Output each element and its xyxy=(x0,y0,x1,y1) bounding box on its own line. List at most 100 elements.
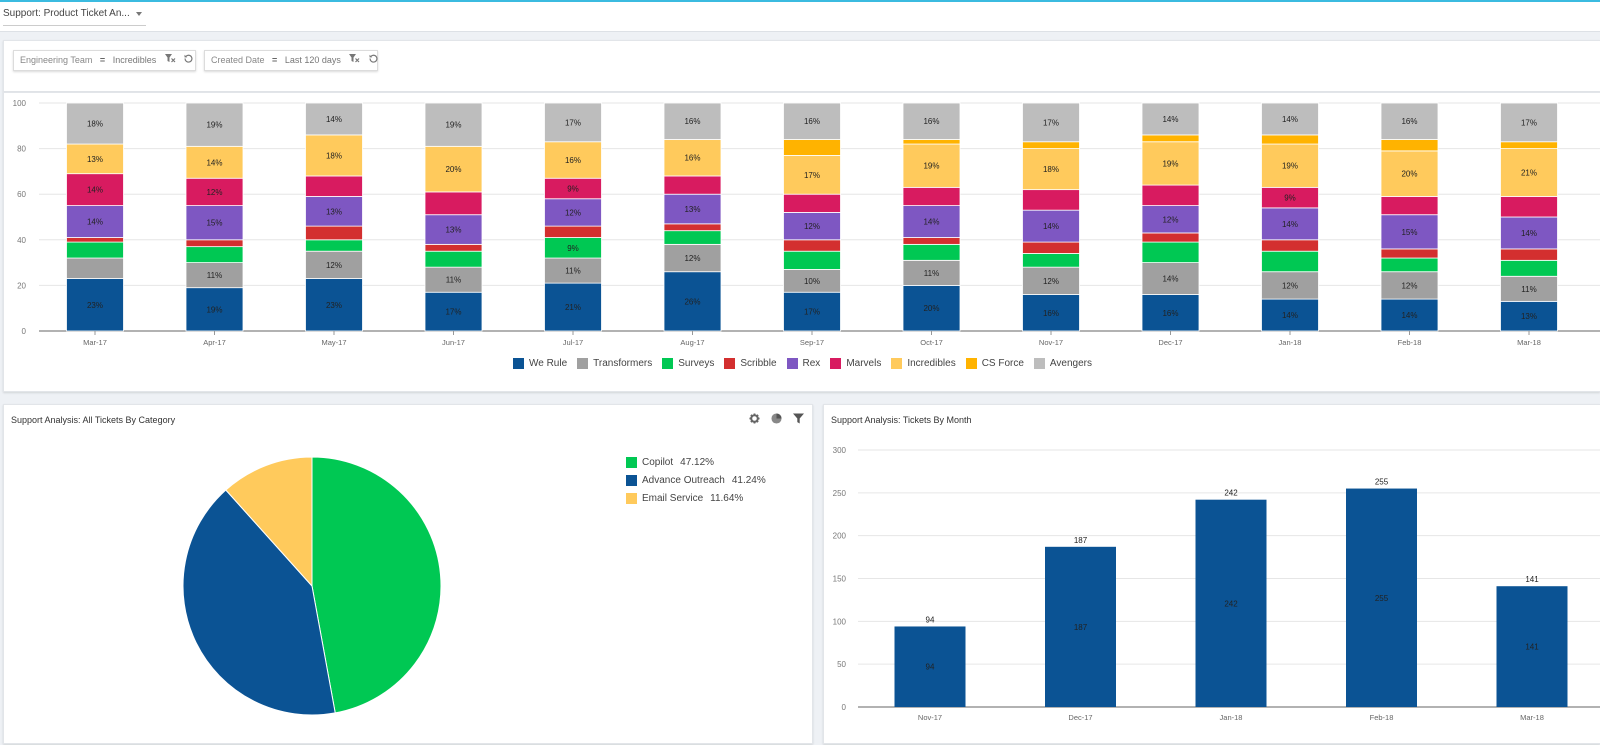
bar-segment-transformers xyxy=(424,266,483,293)
x-tick-label: Jul-17 xyxy=(563,338,583,347)
data-label: 12% xyxy=(565,208,581,217)
x-tick-label: Dec-17 xyxy=(1068,713,1092,722)
legend-label: Scribble xyxy=(740,358,777,369)
data-label: 14% xyxy=(87,218,103,227)
legend-swatch xyxy=(1033,358,1045,369)
data-label: 13% xyxy=(326,207,342,216)
filter-value: Last 120 days xyxy=(284,55,341,65)
bar-segment-marvels xyxy=(783,193,841,213)
data-label: 18% xyxy=(1043,165,1059,174)
filter-clear-icon[interactable] xyxy=(164,51,176,70)
tickets-by-month-chart: 0 50 100 150 200 250 300 94 94 Nov-17 187 187 Dec-17… xyxy=(833,446,1600,722)
bar-segment-cs-force xyxy=(1141,134,1200,143)
legend-label: Advance Outreach xyxy=(642,474,725,486)
legend-label: Email Service xyxy=(642,492,704,504)
data-label: 21% xyxy=(565,303,581,312)
bar-segment-avengers xyxy=(663,102,722,140)
legend-item[interactable]: Surveys xyxy=(662,358,714,369)
data-label: 17% xyxy=(445,308,461,317)
x-tick-label: Nov-17 xyxy=(1039,338,1063,347)
x-tick-label: Aug-17 xyxy=(680,338,704,347)
legend-item[interactable]: Rex xyxy=(786,358,820,369)
legend-label: We Rule xyxy=(528,358,568,369)
legend-item[interactable]: Transformers xyxy=(577,358,652,369)
data-label: 14% xyxy=(1401,311,1417,320)
filter-chip-engineering-team[interactable]: Engineering Team = Incredibles xyxy=(13,50,196,71)
bar-segment-avengers xyxy=(783,102,841,140)
gear-icon[interactable] xyxy=(748,413,760,425)
data-label: 14% xyxy=(1162,115,1178,124)
data-label: 18% xyxy=(87,120,103,129)
legend-item[interactable]: Email Service 11.64% xyxy=(626,489,766,507)
bar-inner-label: 141 xyxy=(1525,643,1539,652)
chart-legend: We Rule Transformers Surveys Scribble Rex Mar… xyxy=(4,358,1600,372)
data-label: 10% xyxy=(804,277,820,286)
bar-segment-cs-force xyxy=(902,139,961,145)
bar-segment-rex xyxy=(1261,207,1319,241)
pie-chart-panel: Support Analysis: All Tickets By Categor… xyxy=(3,404,813,744)
legend-swatch xyxy=(891,358,903,369)
filter-chip-created-date[interactable]: Created Date = Last 120 days xyxy=(204,50,378,71)
legend-item[interactable]: CS Force xyxy=(965,358,1024,369)
legend-item[interactable]: Copilot 47.12% xyxy=(626,453,766,471)
filter-operator: = xyxy=(272,55,278,65)
bar-segment-surveys xyxy=(424,250,483,268)
legend-item[interactable]: Advance Outreach 41.24% xyxy=(626,471,766,489)
dashboard-selector[interactable]: Support: Product Ticket An... xyxy=(3,7,146,26)
legend-item[interactable]: Avengers xyxy=(1033,358,1092,369)
filter-bar: Engineering Team = Incredibles Created D… xyxy=(3,40,1600,92)
bar-inner-label: 94 xyxy=(926,663,935,672)
data-label: 16% xyxy=(684,154,700,163)
bar-segment-transformers xyxy=(1380,271,1439,300)
bar-segment-transformers xyxy=(663,243,722,273)
bar-segment-transformers xyxy=(66,257,124,279)
data-label: 19% xyxy=(1282,162,1298,171)
data-label: 16% xyxy=(565,156,581,165)
bar-segment-incredibles xyxy=(544,141,602,179)
bar-segment-rex xyxy=(1141,205,1200,234)
data-label: 13% xyxy=(684,205,700,214)
data-label: 14% xyxy=(1282,311,1298,320)
data-label: 20% xyxy=(923,304,939,313)
data-label: 9% xyxy=(567,244,579,253)
panel-toolbar xyxy=(748,413,804,425)
y-tick-label: 20 xyxy=(17,281,26,290)
bar-segment-marvels xyxy=(305,175,363,197)
legend-swatch xyxy=(512,358,524,369)
data-label: 17% xyxy=(1521,118,1537,127)
reset-icon[interactable] xyxy=(184,51,193,70)
legend-item[interactable]: Marvels xyxy=(830,358,881,369)
pie-chart-icon[interactable] xyxy=(770,413,782,425)
filter-icon[interactable] xyxy=(792,413,804,425)
bar-segment-avengers xyxy=(1380,102,1439,140)
y-tick-label: 60 xyxy=(17,190,26,199)
data-label: 14% xyxy=(1282,115,1298,124)
data-label: 14% xyxy=(87,186,103,195)
bar-inner-label: 242 xyxy=(1224,599,1238,608)
data-label: 26% xyxy=(684,297,700,306)
bar-segment-we-rule xyxy=(1380,298,1439,332)
data-label: 12% xyxy=(684,254,700,263)
legend-item[interactable]: Incredibles xyxy=(891,358,956,369)
reset-icon[interactable] xyxy=(369,51,378,70)
x-tick-label: Jan-18 xyxy=(1279,338,1302,347)
filter-clear-icon[interactable] xyxy=(349,51,360,70)
x-tick-label: Sep-17 xyxy=(800,338,824,347)
bar-segment-surveys xyxy=(1500,259,1558,277)
bar-segment-we-rule xyxy=(544,282,602,332)
bar-segment-we-rule xyxy=(1500,300,1558,332)
data-label: 19% xyxy=(1162,159,1178,168)
bar-segment-transformers xyxy=(1261,271,1319,300)
bar-segment-marvels xyxy=(1500,196,1558,218)
bar-segment-scribble xyxy=(424,243,483,252)
data-label: 12% xyxy=(1162,215,1178,224)
panel-title: Support Analysis: Tickets By Month xyxy=(831,415,972,425)
legend-item[interactable]: We Rule xyxy=(512,358,568,369)
legend-swatch xyxy=(786,358,798,369)
legend-item[interactable]: Scribble xyxy=(724,358,777,369)
legend-swatch xyxy=(577,358,589,369)
data-label: 9% xyxy=(567,185,579,194)
bar-segment-scribble xyxy=(1022,241,1080,254)
data-label: 23% xyxy=(326,301,342,310)
bar-segment-incredibles xyxy=(663,139,722,177)
